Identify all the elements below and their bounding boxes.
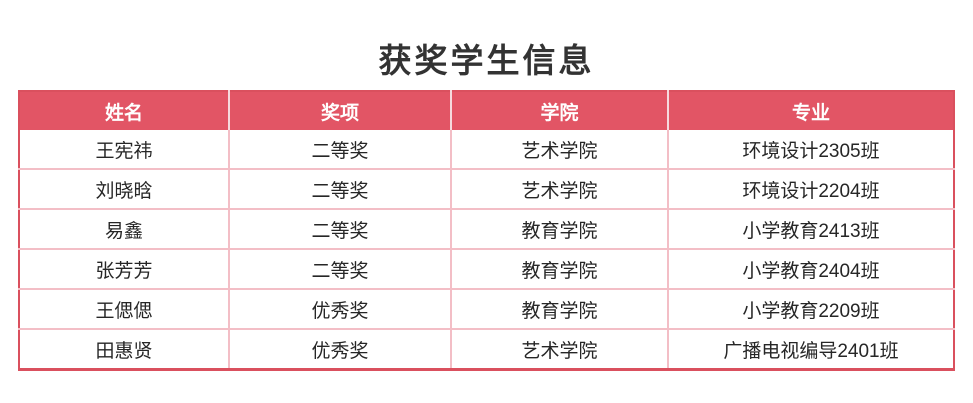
cell-college: 艺术学院 <box>450 169 668 210</box>
table-row: 张芳芳 二等奖 教育学院 小学教育2404班 <box>19 249 954 290</box>
cell-award: 二等奖 <box>228 209 451 250</box>
table-row: 王宪祎 二等奖 艺术学院 环境设计2305班 <box>19 130 954 170</box>
cell-award: 二等奖 <box>228 169 451 210</box>
cell-major: 小学教育2209班 <box>667 289 954 330</box>
cell-award: 二等奖 <box>228 249 451 290</box>
cell-major: 小学教育2404班 <box>667 249 954 290</box>
table-row: 王偲偲 优秀奖 教育学院 小学教育2209班 <box>19 289 954 330</box>
column-header-award: 奖项 <box>228 91 451 130</box>
table-row: 刘晓晗 二等奖 艺术学院 环境设计2204班 <box>19 169 954 210</box>
table-row: 田惠贤 优秀奖 艺术学院 广播电视编导2401班 <box>19 329 954 370</box>
cell-major: 小学教育2413班 <box>667 209 954 250</box>
table-body: 王宪祎 二等奖 艺术学院 环境设计2305班 刘晓晗 二等奖 艺术学院 环境设计2204班 易鑫… <box>19 130 954 370</box>
cell-name: 张芳芳 <box>19 249 229 290</box>
cell-name: 王宪祎 <box>19 130 229 170</box>
table-row: 易鑫 二等奖 教育学院 小学教育2413班 <box>19 209 954 250</box>
cell-name: 田惠贤 <box>95 340 153 362</box>
cell-college: 艺术学院 <box>450 130 668 170</box>
cell-name: 刘晓晗 <box>19 169 229 210</box>
cell-college: 教育学院 <box>450 249 668 290</box>
cell-major: 环境设计2305班 <box>667 130 954 170</box>
cell-award: 优秀奖 <box>228 289 451 330</box>
column-header-name: 姓名 <box>19 91 229 130</box>
cell-award: 二等奖 <box>228 130 451 170</box>
cell-major: 环境设计2204班 <box>667 169 954 210</box>
table-header-row: 姓名 奖项 学院 专业 <box>19 91 954 130</box>
cell-college: 艺术学院 <box>450 329 668 370</box>
cell-name: 王偲偲 <box>19 289 229 330</box>
cell-award: 优秀奖 <box>228 329 451 370</box>
column-header-college: 学院 <box>450 91 668 130</box>
column-header-major: 专业 <box>667 91 954 130</box>
awards-table: 姓名 奖项 学院 专业 王宪祎 二等奖 艺术学院 环境设计2305班 刘晓晗 二等奖 艺术学… <box>18 90 955 371</box>
page-title: 获奖学生信息 <box>378 42 595 79</box>
cell-major: 广播电视编导2401班 <box>667 329 954 370</box>
cell-name: 易鑫 <box>19 209 229 250</box>
cell-college: 教育学院 <box>450 289 668 330</box>
cell-college: 教育学院 <box>450 209 668 250</box>
